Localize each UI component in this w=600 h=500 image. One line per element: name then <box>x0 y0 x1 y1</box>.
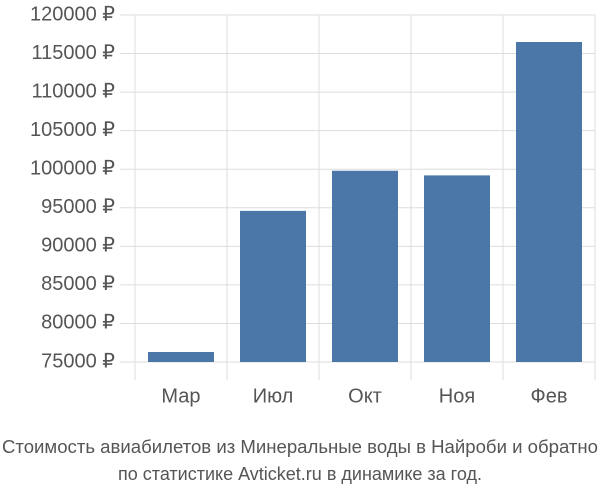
bar <box>516 41 582 362</box>
caption-line: по статистике Avticket.ru в динамике за … <box>118 464 482 484</box>
y-tick-label: 115000 ₽ <box>31 42 115 64</box>
y-tick-label: 90000 ₽ <box>41 235 115 257</box>
x-tick-label: Фев <box>531 385 568 407</box>
x-tick-label: Июл <box>253 385 294 407</box>
bar <box>424 175 490 362</box>
bar <box>148 351 214 362</box>
y-tick-label: 120000 ₽ <box>30 3 115 25</box>
bar <box>240 210 306 362</box>
caption-line: Стоимость авиабилетов из Минеральные вод… <box>2 437 598 457</box>
bar <box>332 170 398 362</box>
y-tick-label: 110000 ₽ <box>31 80 115 102</box>
y-tick-label: 80000 ₽ <box>41 312 115 334</box>
y-tick-label: 75000 ₽ <box>41 350 115 372</box>
y-tick-label: 100000 ₽ <box>30 158 115 180</box>
y-tick-label: 105000 ₽ <box>30 119 115 141</box>
y-tick-label: 85000 ₽ <box>41 273 115 295</box>
x-tick-label: Окт <box>348 385 382 407</box>
x-tick-label: Ноя <box>439 385 475 407</box>
y-tick-label: 95000 ₽ <box>41 196 115 218</box>
x-tick-label: Мар <box>161 385 200 407</box>
